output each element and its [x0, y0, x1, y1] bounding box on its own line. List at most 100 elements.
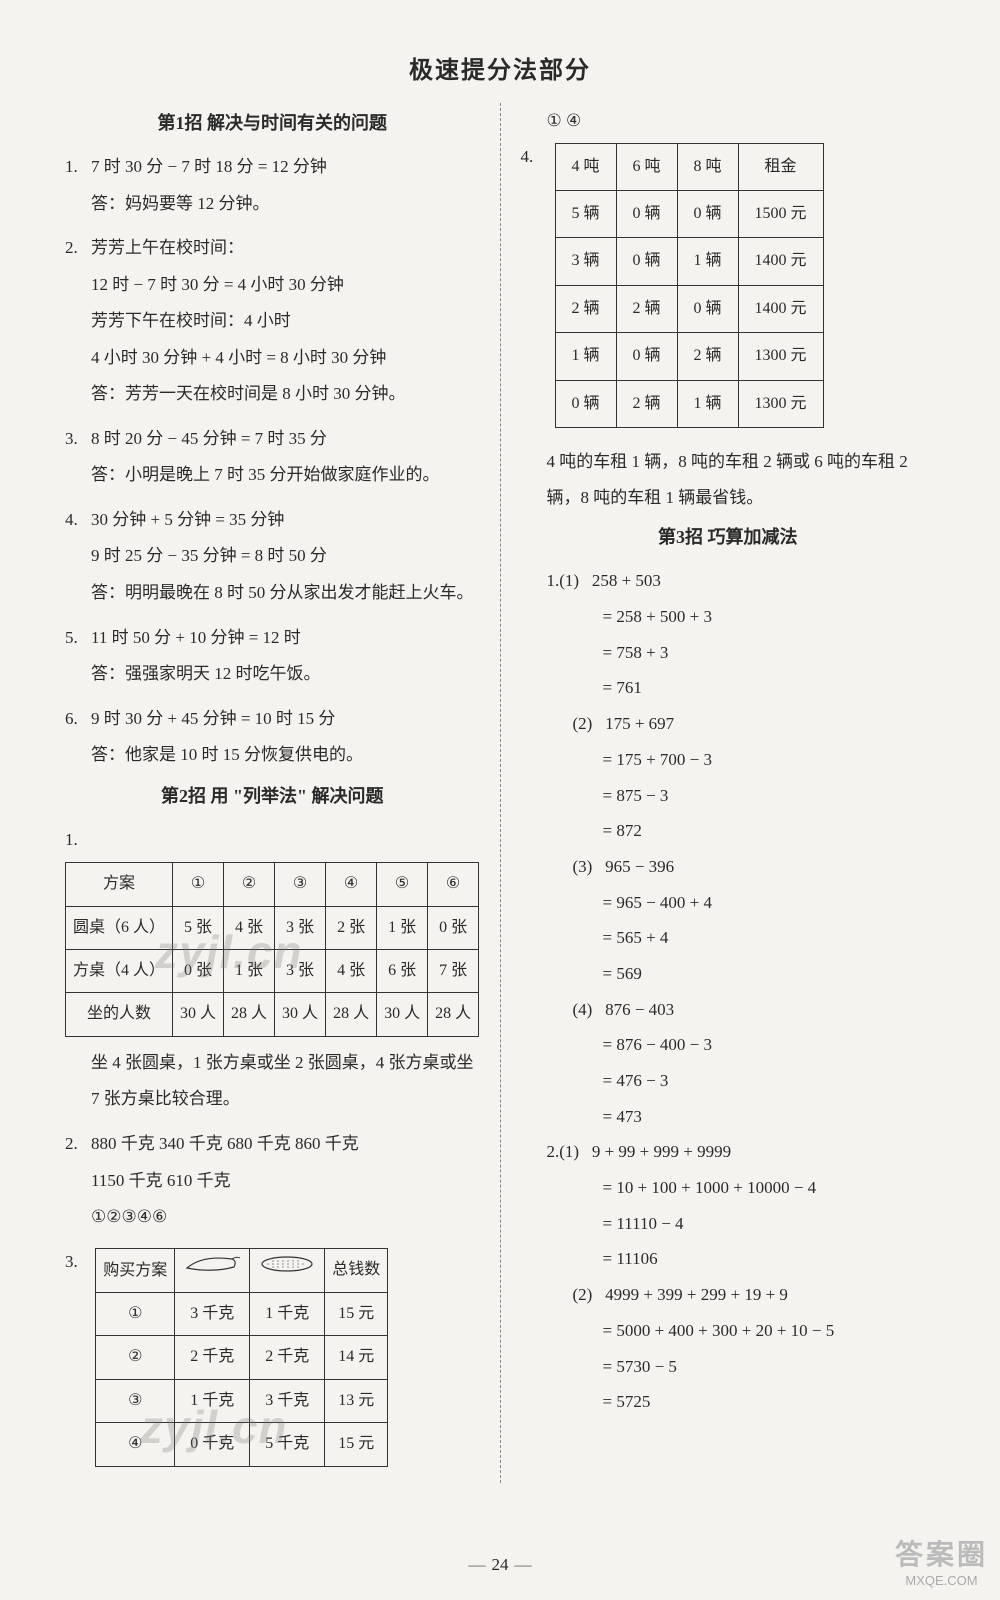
table-cell: 15 元	[325, 1292, 388, 1335]
step: = 5730 − 5	[521, 1349, 936, 1385]
text: 答：妈妈要等 12 分钟。	[65, 186, 480, 223]
table-cell: 4 张	[224, 906, 275, 949]
step: = 5000 + 400 + 300 + 20 + 10 − 5	[521, 1313, 936, 1349]
table-cell: 2 千克	[175, 1336, 250, 1379]
table-cell: 14 元	[325, 1336, 388, 1379]
table-cell: 0 辆	[616, 191, 677, 238]
step: = 569	[521, 956, 936, 992]
s1-q3: 3.8 时 20 分 − 45 分钟 = 7 时 35 分 答：小明是晚上 7 …	[65, 421, 480, 494]
step: = 11110 − 4	[521, 1206, 936, 1242]
table-cell: 2 辆	[616, 380, 677, 427]
table-row: 方桌（4 人） 0 张 1 张 3 张 4 张 6 张 7 张	[66, 950, 479, 993]
expr: 965 − 396	[605, 857, 674, 876]
q-number: 2.	[547, 1142, 560, 1161]
text: 9 时 30 分 + 45 分钟 = 10 时 15 分	[91, 709, 335, 728]
table-cell: 总钱数	[325, 1248, 388, 1292]
step: = 476 − 3	[521, 1063, 936, 1099]
table-cell: 1300 元	[738, 380, 823, 427]
column-divider	[500, 103, 501, 1483]
s1-q6: 6.9 时 30 分 + 45 分钟 = 10 时 15 分 答：他家是 10 …	[65, 701, 480, 774]
table-cell: 1 辆	[677, 380, 738, 427]
table-cell: 28 人	[428, 993, 479, 1036]
text: 芳芳上午在校时间：	[91, 238, 244, 257]
q-number: 1.	[547, 571, 560, 590]
two-column-layout: 第1招 解决与时间有关的问题 1.7 时 30 分 − 7 时 18 分 = 1…	[65, 103, 935, 1483]
logo-text: 答案圈	[895, 1537, 988, 1573]
part-label: (1)	[559, 571, 579, 590]
text: ① ④	[521, 103, 936, 139]
table-cell: ③	[275, 863, 326, 906]
table-cell: 坐的人数	[66, 993, 173, 1036]
s2-q1: 1. 方案 ① ② ③ ④ ⑤ ⑥ 圆桌（6 人） 5 张 4 张	[65, 822, 480, 1118]
cucumber-icon	[257, 1253, 317, 1275]
table-cell: 30 人	[377, 993, 428, 1036]
table-cell: 1 辆	[677, 238, 738, 285]
step: = 5725	[521, 1384, 936, 1420]
table-cell: 28 人	[224, 993, 275, 1036]
expr: 9 + 99 + 999 + 9999	[592, 1142, 731, 1161]
step: = 761	[521, 670, 936, 706]
table-cell: 3 辆	[555, 238, 616, 285]
table-cell: ⑤	[377, 863, 428, 906]
table-cell: 4 张	[326, 950, 377, 993]
calc-head: (2) 175 + 697	[521, 706, 936, 742]
table-row: 1 辆 0 辆 2 辆 1300 元	[555, 333, 823, 380]
table-cell	[175, 1248, 250, 1292]
q-number: 5.	[65, 620, 91, 657]
step: = 473	[521, 1099, 936, 1135]
table-cell: 0 张	[173, 950, 224, 993]
text: 坐 4 张圆桌，1 张方桌或坐 2 张圆桌，4 张方桌或坐 7 张方桌比较合理。	[65, 1045, 480, 1118]
table-cell: 5 千克	[250, 1423, 325, 1466]
text: ①②③④⑥	[65, 1199, 480, 1236]
table-cell: 2 辆	[555, 285, 616, 332]
part-label: (3)	[573, 857, 593, 876]
loofah-icon	[182, 1253, 242, 1275]
table-cell: 2 辆	[616, 285, 677, 332]
text: 4 小时 30 分钟 + 4 小时 = 8 小时 30 分钟	[65, 340, 480, 377]
table-cell: 1 千克	[250, 1292, 325, 1335]
table-cell: 1500 元	[738, 191, 823, 238]
table-cell: 3 张	[275, 906, 326, 949]
expr: 4999 + 399 + 299 + 19 + 9	[605, 1285, 788, 1304]
table-cell: 0 千克	[175, 1423, 250, 1466]
q-number: 1.	[65, 822, 91, 859]
calc-head: (3) 965 − 396	[521, 849, 936, 885]
part-label: (4)	[573, 1000, 593, 1019]
table-row: 方案 ① ② ③ ④ ⑤ ⑥	[66, 863, 479, 906]
table-row: ④ 0 千克 5 千克 15 元	[96, 1423, 388, 1466]
table-row: 坐的人数 30 人 28 人 30 人 28 人 30 人 28 人	[66, 993, 479, 1036]
step: = 11106	[521, 1241, 936, 1277]
section-2-title: 第2招 用 "列举法" 解决问题	[65, 782, 480, 808]
table-cell: 1 辆	[555, 333, 616, 380]
table-cell: 30 人	[173, 993, 224, 1036]
table-cell: 2 张	[326, 906, 377, 949]
table-cell: ②	[96, 1336, 175, 1379]
part-label: (1)	[559, 1142, 579, 1161]
logo-url: MXQE.COM	[895, 1573, 988, 1590]
step: = 175 + 700 − 3	[521, 742, 936, 778]
section-3-title: 第3招 巧算加减法	[521, 523, 936, 549]
table-cell: 1400 元	[738, 285, 823, 332]
table-cell: 15 元	[325, 1423, 388, 1466]
table-cell: 方案	[66, 863, 173, 906]
table-cell: 1 张	[377, 906, 428, 949]
table-row: 2 辆 2 辆 0 辆 1400 元	[555, 285, 823, 332]
table-cell: 30 人	[275, 993, 326, 1036]
step: = 10 + 100 + 1000 + 10000 − 4	[521, 1170, 936, 1206]
step: = 565 + 4	[521, 920, 936, 956]
s2-q1-table: 方案 ① ② ③ ④ ⑤ ⑥ 圆桌（6 人） 5 张 4 张 3 张 2 张	[65, 862, 479, 1037]
section-1-title: 第1招 解决与时间有关的问题	[65, 109, 480, 135]
table-cell: ⑥	[428, 863, 479, 906]
s1-q1: 1.7 时 30 分 − 7 时 18 分 = 12 分钟 答：妈妈要等 12 …	[65, 149, 480, 222]
q-number: 2.	[65, 1126, 91, 1163]
table-row: ① 3 千克 1 千克 15 元	[96, 1292, 388, 1335]
part-label: (2)	[573, 1285, 593, 1304]
table-cell: 0 辆	[677, 285, 738, 332]
s1-q4: 4.30 分钟 + 5 分钟 = 35 分钟 9 时 25 分 − 35 分钟 …	[65, 502, 480, 612]
table-cell: 28 人	[326, 993, 377, 1036]
left-column: 第1招 解决与时间有关的问题 1.7 时 30 分 − 7 时 18 分 = 1…	[65, 103, 480, 1483]
table-row: 3 辆 0 辆 1 辆 1400 元	[555, 238, 823, 285]
q-number: 4.	[65, 502, 91, 539]
table-cell: 租金	[738, 143, 823, 190]
step: = 872	[521, 813, 936, 849]
